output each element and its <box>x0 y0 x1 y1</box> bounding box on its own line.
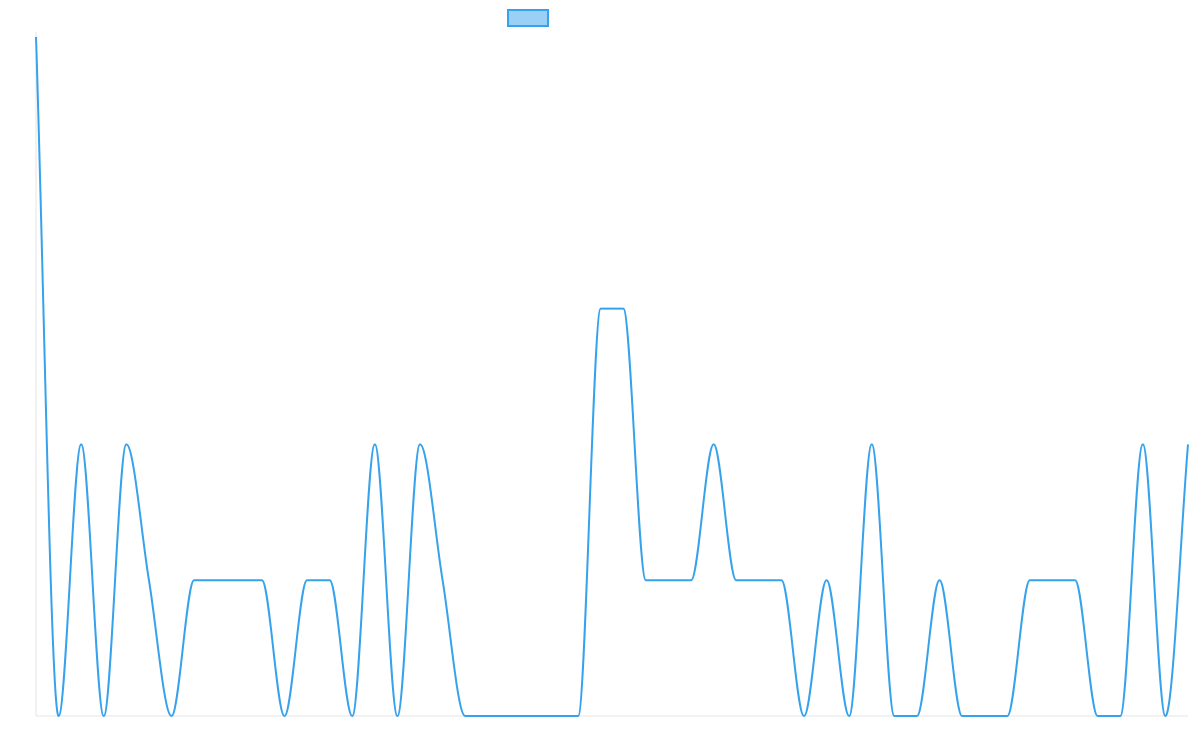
data-point[interactable] <box>259 577 265 583</box>
data-point[interactable] <box>372 441 378 447</box>
data-point[interactable] <box>620 306 626 312</box>
data-point[interactable] <box>530 713 536 719</box>
data-point[interactable] <box>914 713 920 719</box>
data-point[interactable] <box>56 713 62 719</box>
data-point[interactable] <box>462 713 468 719</box>
legend-swatch[interactable] <box>507 9 549 27</box>
data-point[interactable] <box>236 577 242 583</box>
data-point[interactable] <box>78 441 84 447</box>
data-point[interactable] <box>688 577 694 583</box>
data-point[interactable] <box>1117 713 1123 719</box>
data-point[interactable] <box>598 306 604 312</box>
data-point[interactable] <box>1027 577 1033 583</box>
data-point[interactable] <box>959 713 965 719</box>
data-point[interactable] <box>1140 441 1146 447</box>
legend[interactable] <box>507 9 549 27</box>
data-point[interactable] <box>327 577 333 583</box>
data-point[interactable] <box>575 713 581 719</box>
data-point[interactable] <box>146 577 152 583</box>
data-point[interactable] <box>1162 713 1168 719</box>
data-point[interactable] <box>937 577 943 583</box>
data-point[interactable] <box>507 713 513 719</box>
data-point[interactable] <box>191 577 197 583</box>
data-point[interactable] <box>281 713 287 719</box>
data-point[interactable] <box>891 713 897 719</box>
data-point[interactable] <box>665 577 671 583</box>
data-point[interactable] <box>101 713 107 719</box>
data-point[interactable] <box>846 713 852 719</box>
data-point[interactable] <box>778 577 784 583</box>
data-point[interactable] <box>733 577 739 583</box>
data-point[interactable] <box>1049 577 1055 583</box>
data-point[interactable] <box>824 577 830 583</box>
data-point[interactable] <box>485 713 491 719</box>
data-point[interactable] <box>553 713 559 719</box>
data-point[interactable] <box>1185 441 1191 447</box>
data-point[interactable] <box>304 577 310 583</box>
axes <box>35 32 1188 717</box>
series-layer <box>33 34 1191 719</box>
data-point[interactable] <box>440 577 446 583</box>
data-point[interactable] <box>801 713 807 719</box>
data-point[interactable] <box>756 577 762 583</box>
series-line <box>35 36 1189 718</box>
data-point[interactable] <box>123 441 129 447</box>
data-point[interactable] <box>982 713 988 719</box>
data-point[interactable] <box>169 713 175 719</box>
data-point[interactable] <box>1072 577 1078 583</box>
data-point[interactable] <box>711 441 717 447</box>
data-point[interactable] <box>33 34 39 40</box>
data-point[interactable] <box>214 577 220 583</box>
data-point[interactable] <box>869 441 875 447</box>
data-point[interactable] <box>1004 713 1010 719</box>
data-point[interactable] <box>1095 713 1101 719</box>
data-point[interactable] <box>394 713 400 719</box>
data-point[interactable] <box>349 713 355 719</box>
data-point[interactable] <box>643 577 649 583</box>
data-point[interactable] <box>417 441 423 447</box>
